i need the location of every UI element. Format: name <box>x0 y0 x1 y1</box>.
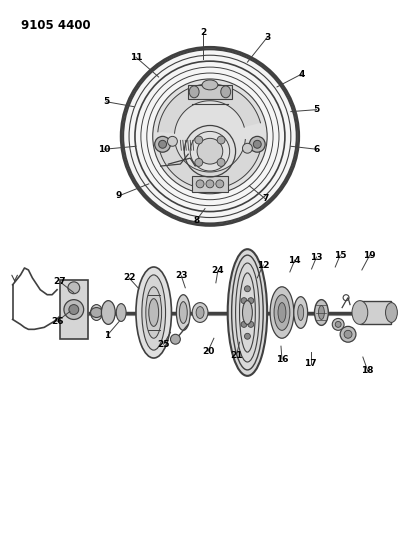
Ellipse shape <box>102 301 115 325</box>
Ellipse shape <box>68 282 80 294</box>
Ellipse shape <box>153 79 267 194</box>
Text: 27: 27 <box>54 277 66 286</box>
Ellipse shape <box>241 297 247 304</box>
Text: 6: 6 <box>313 145 320 154</box>
Text: 26: 26 <box>51 317 63 326</box>
Ellipse shape <box>121 47 299 225</box>
Ellipse shape <box>216 180 224 188</box>
Text: 24: 24 <box>212 266 224 276</box>
Ellipse shape <box>155 136 171 152</box>
Text: 7: 7 <box>262 194 268 203</box>
Text: 12: 12 <box>257 261 270 270</box>
Ellipse shape <box>206 180 214 188</box>
Bar <box>360 301 391 325</box>
Text: 21: 21 <box>230 351 243 360</box>
Ellipse shape <box>136 267 171 358</box>
Ellipse shape <box>319 305 324 319</box>
Text: 14: 14 <box>289 255 301 264</box>
Ellipse shape <box>332 318 344 330</box>
Ellipse shape <box>146 287 162 338</box>
Text: 18: 18 <box>362 366 374 375</box>
Text: 17: 17 <box>304 359 317 368</box>
Ellipse shape <box>248 297 254 304</box>
Ellipse shape <box>228 249 267 376</box>
Ellipse shape <box>386 303 397 322</box>
Ellipse shape <box>189 86 199 98</box>
Text: 3: 3 <box>264 33 270 42</box>
Bar <box>60 280 88 339</box>
Polygon shape <box>158 84 261 133</box>
Ellipse shape <box>196 180 204 188</box>
Ellipse shape <box>253 140 261 148</box>
Bar <box>188 85 232 99</box>
Ellipse shape <box>202 80 218 90</box>
Text: 10: 10 <box>98 145 111 154</box>
Text: 9: 9 <box>116 191 122 200</box>
Ellipse shape <box>195 136 203 144</box>
Ellipse shape <box>242 301 252 325</box>
Ellipse shape <box>171 334 180 344</box>
Ellipse shape <box>221 86 231 98</box>
Polygon shape <box>159 140 262 189</box>
Ellipse shape <box>217 136 225 144</box>
Ellipse shape <box>90 308 102 318</box>
Ellipse shape <box>245 333 250 339</box>
Ellipse shape <box>278 303 286 322</box>
Ellipse shape <box>314 300 328 325</box>
Ellipse shape <box>69 304 79 314</box>
Text: 5: 5 <box>313 105 320 114</box>
Text: 16: 16 <box>276 354 288 364</box>
Ellipse shape <box>352 301 368 325</box>
Text: 2: 2 <box>200 28 206 37</box>
Text: 13: 13 <box>310 253 323 262</box>
Ellipse shape <box>176 295 190 330</box>
Ellipse shape <box>192 303 208 322</box>
Ellipse shape <box>195 158 203 166</box>
Ellipse shape <box>159 140 166 148</box>
Ellipse shape <box>274 295 290 330</box>
Text: 5: 5 <box>103 97 109 106</box>
Ellipse shape <box>344 330 352 338</box>
Text: 1: 1 <box>104 331 111 340</box>
Ellipse shape <box>197 139 223 164</box>
Text: 8: 8 <box>193 216 199 225</box>
Text: 23: 23 <box>175 271 187 280</box>
Text: 25: 25 <box>157 340 170 349</box>
Ellipse shape <box>245 286 250 292</box>
Ellipse shape <box>249 136 265 152</box>
Ellipse shape <box>116 304 126 321</box>
Ellipse shape <box>149 298 159 326</box>
Bar <box>192 176 228 192</box>
Ellipse shape <box>298 304 304 320</box>
Ellipse shape <box>294 297 307 328</box>
Text: 19: 19 <box>363 251 376 260</box>
Ellipse shape <box>340 326 356 342</box>
Ellipse shape <box>179 302 187 324</box>
Ellipse shape <box>142 275 166 350</box>
Ellipse shape <box>90 304 102 320</box>
Ellipse shape <box>241 321 247 327</box>
Text: 20: 20 <box>202 346 214 356</box>
Ellipse shape <box>196 306 204 318</box>
Ellipse shape <box>270 287 294 338</box>
Ellipse shape <box>217 158 225 166</box>
Ellipse shape <box>64 300 84 319</box>
Ellipse shape <box>168 136 178 146</box>
Text: 15: 15 <box>334 251 346 260</box>
Text: 9105 4400: 9105 4400 <box>21 19 90 31</box>
Ellipse shape <box>242 143 252 153</box>
Text: 22: 22 <box>123 273 135 282</box>
Text: 11: 11 <box>130 53 142 62</box>
Text: 4: 4 <box>298 69 305 78</box>
Ellipse shape <box>335 321 341 327</box>
Ellipse shape <box>248 321 254 327</box>
